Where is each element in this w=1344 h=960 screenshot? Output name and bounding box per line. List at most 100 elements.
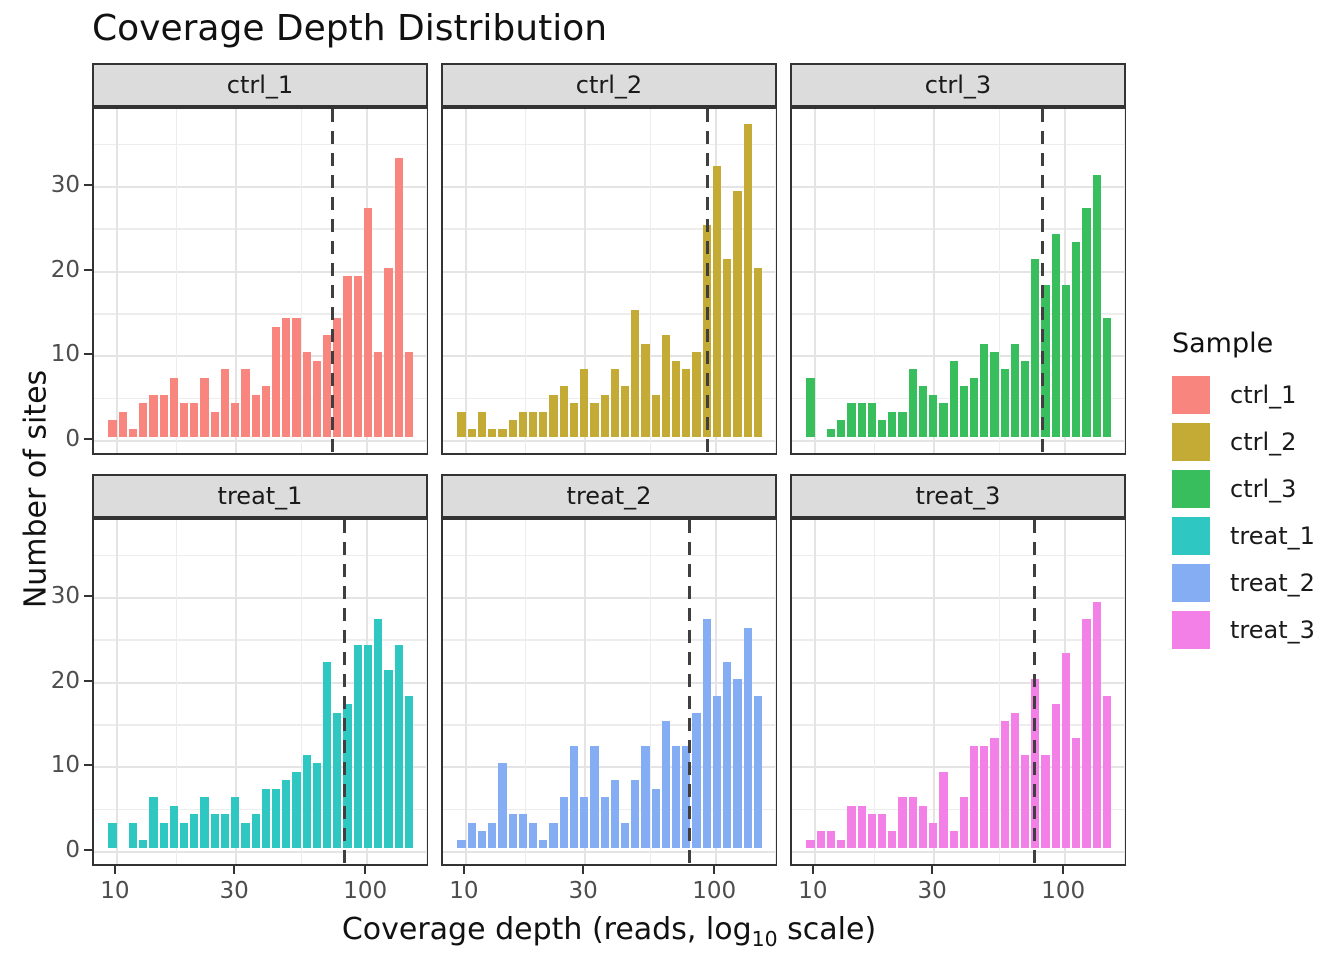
legend-key-swatch — [1172, 422, 1210, 461]
gridline-v-minor — [873, 109, 876, 453]
histogram-bar — [959, 796, 968, 848]
histogram-bin — [210, 105, 220, 437]
histogram-bar — [477, 411, 487, 437]
x-tick-label: 10 — [100, 878, 130, 904]
histogram-bar — [847, 402, 856, 437]
gridline-v-minor — [649, 109, 652, 453]
histogram-bin — [949, 105, 959, 437]
histogram-bar — [179, 822, 189, 848]
histogram-bar — [343, 275, 352, 437]
histogram-bars — [456, 105, 762, 437]
histogram-bin — [805, 516, 815, 848]
histogram-bar — [1061, 284, 1071, 437]
histogram-bin — [240, 105, 250, 437]
histogram-bin — [281, 105, 291, 437]
histogram-bin — [1030, 105, 1040, 437]
facet-strip-label: ctrl_1 — [226, 71, 294, 99]
gridline-h-minor — [94, 397, 426, 400]
mean-depth-line — [1041, 109, 1045, 461]
x-axis-title-subscript: 10 — [751, 927, 778, 951]
histogram-bin — [732, 516, 742, 848]
histogram-bin — [691, 105, 701, 437]
legend-entry-ctrl_2: ctrl_2 — [1172, 422, 1315, 461]
histogram-bar — [712, 695, 722, 848]
histogram-bar — [867, 402, 876, 437]
x-tick-mark — [113, 866, 116, 874]
y-axis-title: Number of sites — [18, 369, 54, 609]
facet-panel-treat_1 — [92, 518, 428, 866]
histogram-bin — [179, 105, 189, 437]
gridline-h-minor — [792, 639, 1124, 641]
gridline-h-minor — [443, 808, 775, 811]
histogram-bar — [600, 394, 609, 437]
histogram-bin — [867, 105, 877, 437]
histogram-bin — [497, 105, 507, 437]
histogram-bin — [559, 516, 569, 848]
gridline-v-major — [464, 109, 467, 453]
histogram-bar — [959, 385, 968, 437]
histogram-bin — [1051, 516, 1061, 848]
histogram-bar — [1021, 754, 1030, 848]
gridline-v-minor — [524, 520, 527, 864]
histogram-bin — [630, 516, 640, 848]
facet-strip-ctrl_2: ctrl_2 — [441, 63, 777, 107]
histogram-bar — [210, 813, 219, 848]
gridline-h-minor — [792, 554, 1124, 557]
histogram-bar — [723, 661, 732, 848]
histogram-bar — [323, 334, 332, 437]
histogram-bar — [672, 360, 681, 437]
gridline-h-major — [792, 681, 1124, 684]
histogram-bar — [231, 796, 240, 848]
gridline-v-minor — [649, 520, 652, 864]
histogram-bin — [138, 516, 148, 848]
histogram-bin — [877, 516, 887, 848]
histogram-bar — [857, 805, 866, 848]
histogram-bar — [692, 712, 701, 848]
histogram-bar — [302, 754, 311, 848]
gridline-v-minor — [300, 109, 303, 453]
gridline-h-minor — [94, 724, 426, 726]
histogram-bin — [651, 516, 661, 848]
histogram-bar — [939, 771, 948, 848]
y-tick-mark — [84, 268, 92, 271]
histogram-bin — [251, 516, 261, 848]
gridline-h-major — [443, 355, 775, 358]
histogram-bar — [384, 267, 393, 437]
histogram-bin — [1020, 516, 1030, 848]
histogram-bar — [190, 402, 199, 437]
x-tick-mark — [931, 866, 934, 874]
gridline-h-major — [443, 270, 775, 273]
gridline-v-major — [933, 520, 936, 864]
facet-panel-ctrl_1 — [92, 105, 428, 461]
facet-panel-ctrl_3 — [790, 105, 1126, 461]
x-tick-mark — [713, 866, 716, 874]
histogram-bar — [990, 737, 999, 848]
histogram-bin — [107, 516, 117, 848]
legend-entry-treat_1: treat_1 — [1172, 516, 1315, 555]
facet-strip-treat_1: treat_1 — [92, 474, 428, 518]
histogram-bin — [805, 105, 815, 437]
legend-key-swatch — [1172, 375, 1210, 414]
histogram-bin — [1061, 516, 1071, 848]
histogram-bin — [569, 105, 579, 437]
histogram-bin — [722, 105, 732, 437]
histogram-bin — [836, 516, 846, 848]
histogram-bar — [404, 351, 413, 437]
histogram-bin — [712, 105, 722, 437]
histogram-bin — [322, 105, 332, 437]
gridline-v-major — [813, 520, 816, 864]
histogram-bar — [610, 368, 619, 437]
histogram-bar — [733, 190, 742, 437]
gridline-h-minor — [792, 313, 1124, 315]
gridline-v-minor — [425, 109, 428, 453]
histogram-bin — [1071, 105, 1081, 437]
histogram-bar — [404, 695, 413, 848]
gridline-v-major — [933, 109, 936, 453]
legend-key-swatch — [1172, 610, 1210, 649]
histogram-bar — [580, 796, 589, 848]
histogram-bin — [610, 105, 620, 437]
histogram-bars — [107, 105, 413, 437]
histogram-bin — [302, 516, 312, 848]
histogram-bar — [816, 830, 825, 848]
